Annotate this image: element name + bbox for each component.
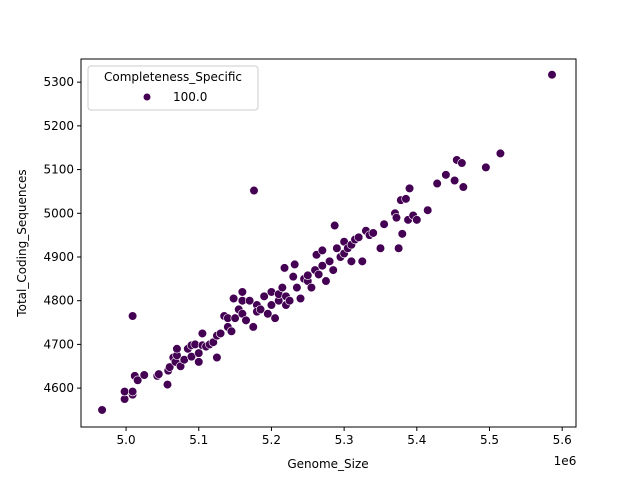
data-point (263, 309, 273, 319)
x-tick-label: 5.5 (480, 433, 499, 447)
data-point (321, 276, 331, 286)
y-axis-label: Total_Coding_Sequences (15, 169, 29, 317)
data-point (120, 386, 130, 397)
data-point (450, 175, 460, 186)
x-tick-label: 5.6 (553, 433, 572, 447)
data-point (441, 170, 451, 180)
points-layer (97, 70, 557, 415)
data-point (379, 219, 389, 229)
data-point (133, 375, 143, 385)
y-tick-label: 4900 (43, 250, 74, 264)
legend-label: 100.0 (173, 90, 207, 104)
data-point (458, 182, 468, 192)
data-point (285, 296, 295, 306)
x-offset-label: 1e6 (554, 454, 577, 468)
data-point (303, 270, 313, 280)
data-point (295, 293, 306, 304)
data-point (547, 70, 557, 80)
data-point (259, 291, 269, 301)
data-point (357, 256, 367, 266)
legend-box (87, 65, 259, 111)
data-point (128, 311, 138, 321)
y-tick-label: 5000 (43, 206, 74, 220)
data-point (197, 328, 207, 339)
legend-marker (143, 93, 151, 101)
data-point (317, 245, 327, 256)
data-point (332, 243, 342, 253)
data-point (194, 357, 204, 367)
data-point (266, 300, 277, 310)
x-axis: 5.0 5.1 5.2 5.3 5.4 5.5 5.6 (117, 427, 572, 447)
data-point (255, 304, 266, 315)
data-point (290, 259, 300, 270)
data-point (457, 158, 467, 168)
data-point (292, 282, 302, 293)
data-point (279, 263, 290, 273)
data-point (162, 380, 173, 390)
x-tick-label: 5.1 (189, 433, 208, 447)
data-point (328, 265, 338, 275)
data-point (288, 272, 298, 282)
y-tick-label: 5200 (43, 119, 74, 133)
y-axis: 4600 4700 4800 4900 5000 5100 5200 5300 (43, 75, 81, 395)
data-point (249, 185, 259, 196)
data-point (277, 282, 287, 293)
data-point (245, 296, 255, 306)
data-point (172, 344, 182, 354)
data-point (139, 370, 149, 380)
axes-frame (80, 58, 577, 428)
data-point (324, 256, 335, 266)
data-point (128, 386, 138, 397)
data-point (394, 243, 404, 253)
y-tick-label: 4800 (43, 294, 74, 308)
data-point (230, 313, 240, 323)
data-point (215, 328, 226, 339)
data-point (404, 183, 415, 193)
data-point (481, 162, 491, 172)
data-point (495, 148, 506, 159)
data-point (154, 369, 164, 379)
data-point (248, 322, 258, 332)
x-tick-label: 5.4 (407, 433, 426, 447)
data-point (423, 205, 433, 215)
data-point (237, 287, 247, 297)
data-point (317, 261, 327, 271)
data-point (391, 213, 402, 223)
data-point (375, 243, 386, 253)
x-axis-label: Genome_Size (287, 457, 368, 471)
data-point (229, 293, 239, 304)
legend-title: Completeness_Specific (104, 70, 242, 84)
y-tick-label: 4700 (43, 337, 74, 351)
data-point (165, 362, 175, 372)
data-point (432, 178, 442, 189)
data-point (241, 315, 251, 325)
x-tick-label: 5.0 (117, 433, 136, 447)
data-point (354, 232, 364, 242)
y-tick-label: 4600 (43, 381, 74, 395)
data-point (270, 313, 280, 323)
data-point (314, 269, 324, 280)
data-point (226, 326, 237, 336)
data-point (346, 256, 356, 266)
data-point (194, 348, 204, 358)
data-point (401, 194, 411, 204)
data-point (412, 215, 422, 225)
data-point (397, 229, 407, 239)
data-point (330, 220, 340, 231)
y-tick-label: 5100 (43, 163, 74, 177)
y-tick-label: 5300 (43, 75, 74, 89)
data-point (368, 228, 378, 238)
data-point (212, 352, 222, 363)
data-point (306, 282, 317, 293)
legend: Completeness_Specific 100.0 (87, 65, 259, 111)
data-point (97, 405, 107, 415)
x-tick-label: 5.2 (262, 433, 281, 447)
x-tick-label: 5.3 (335, 433, 354, 447)
